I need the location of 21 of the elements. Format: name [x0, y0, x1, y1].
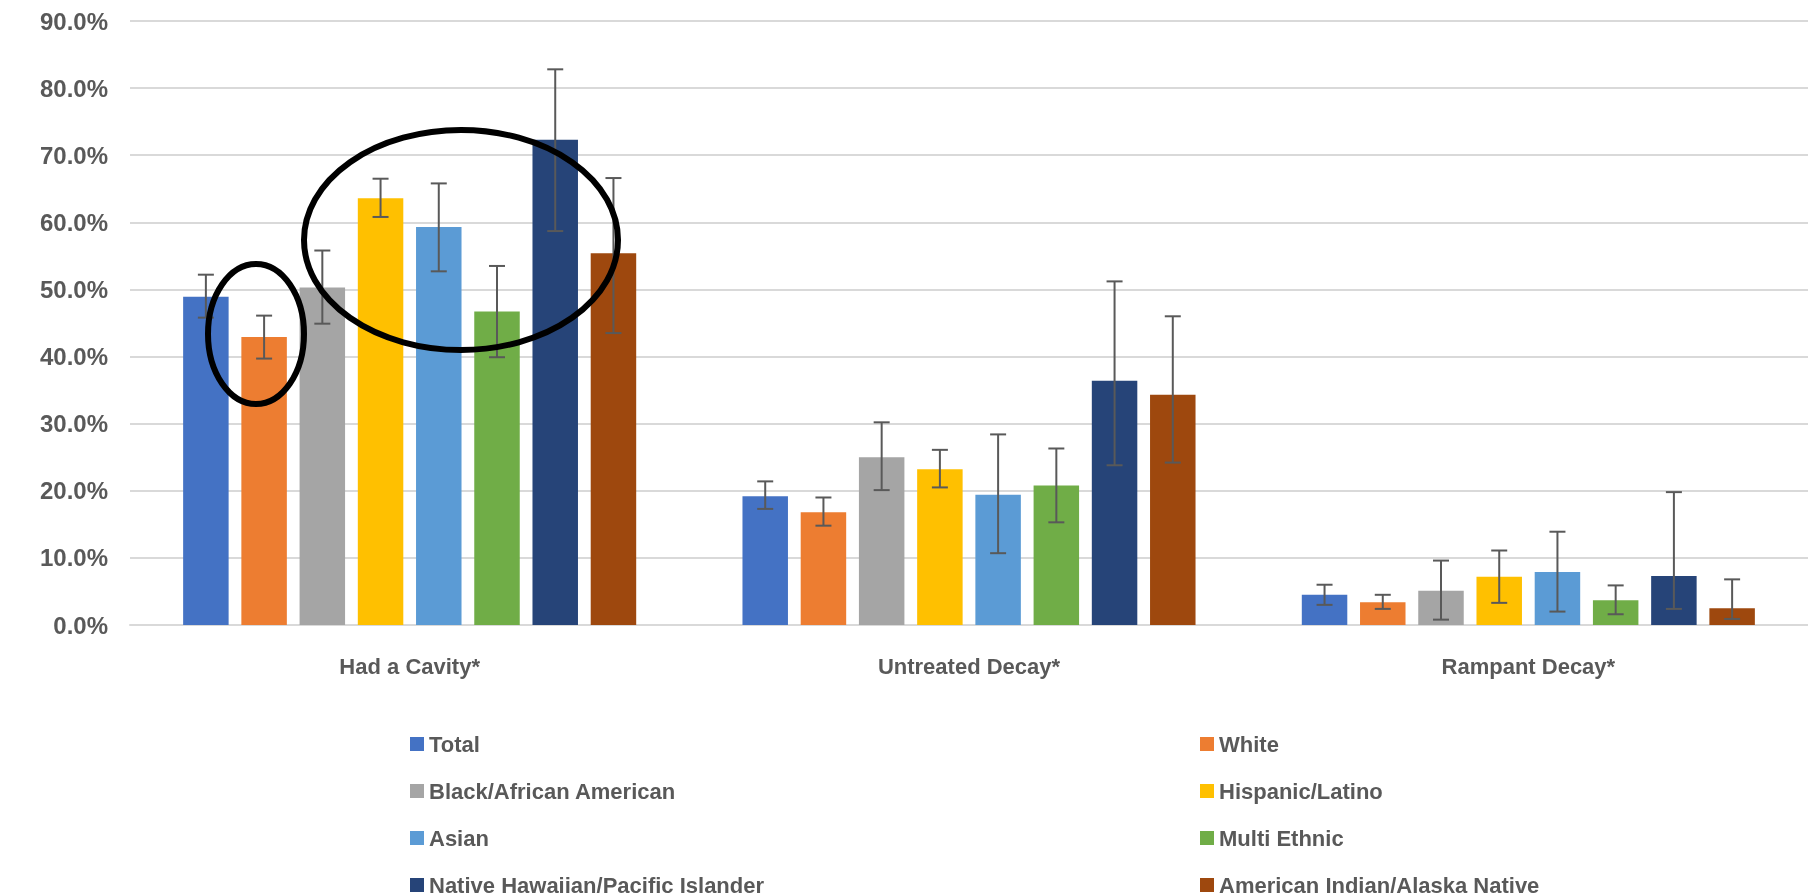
x-tick-label: Rampant Decay*	[1441, 653, 1616, 679]
x-tick-label: Had a Cavity*	[339, 653, 481, 679]
y-tick-label: 0.0%	[53, 611, 108, 639]
legend-label: Hispanic/Latino	[1219, 778, 1383, 804]
y-tick-label: 80.0%	[39, 74, 108, 102]
y-tick-label: 70.0%	[39, 141, 108, 169]
legend-label: Total	[429, 731, 480, 757]
y-tick-label: 30.0%	[39, 410, 108, 438]
y-tick-label: 10.0%	[39, 544, 108, 572]
legend-label: White	[1219, 731, 1279, 757]
legend-label: Multi Ethnic	[1219, 825, 1344, 851]
y-tick-label: 60.0%	[39, 208, 108, 236]
y-tick-label: 40.0%	[39, 343, 108, 371]
x-tick-label: Untreated Decay*	[877, 653, 1061, 679]
legend-label: American Indian/Alaska Native	[1219, 872, 1540, 896]
y-tick-label: 90.0%	[39, 7, 108, 35]
y-tick-label: 20.0%	[39, 477, 108, 505]
legend-label: Asian	[429, 825, 489, 851]
legend-label: Native Hawaiian/Pacific Islander	[429, 872, 765, 896]
y-tick-label: 50.0%	[39, 275, 108, 303]
legend-label: Black/African American	[429, 778, 676, 804]
